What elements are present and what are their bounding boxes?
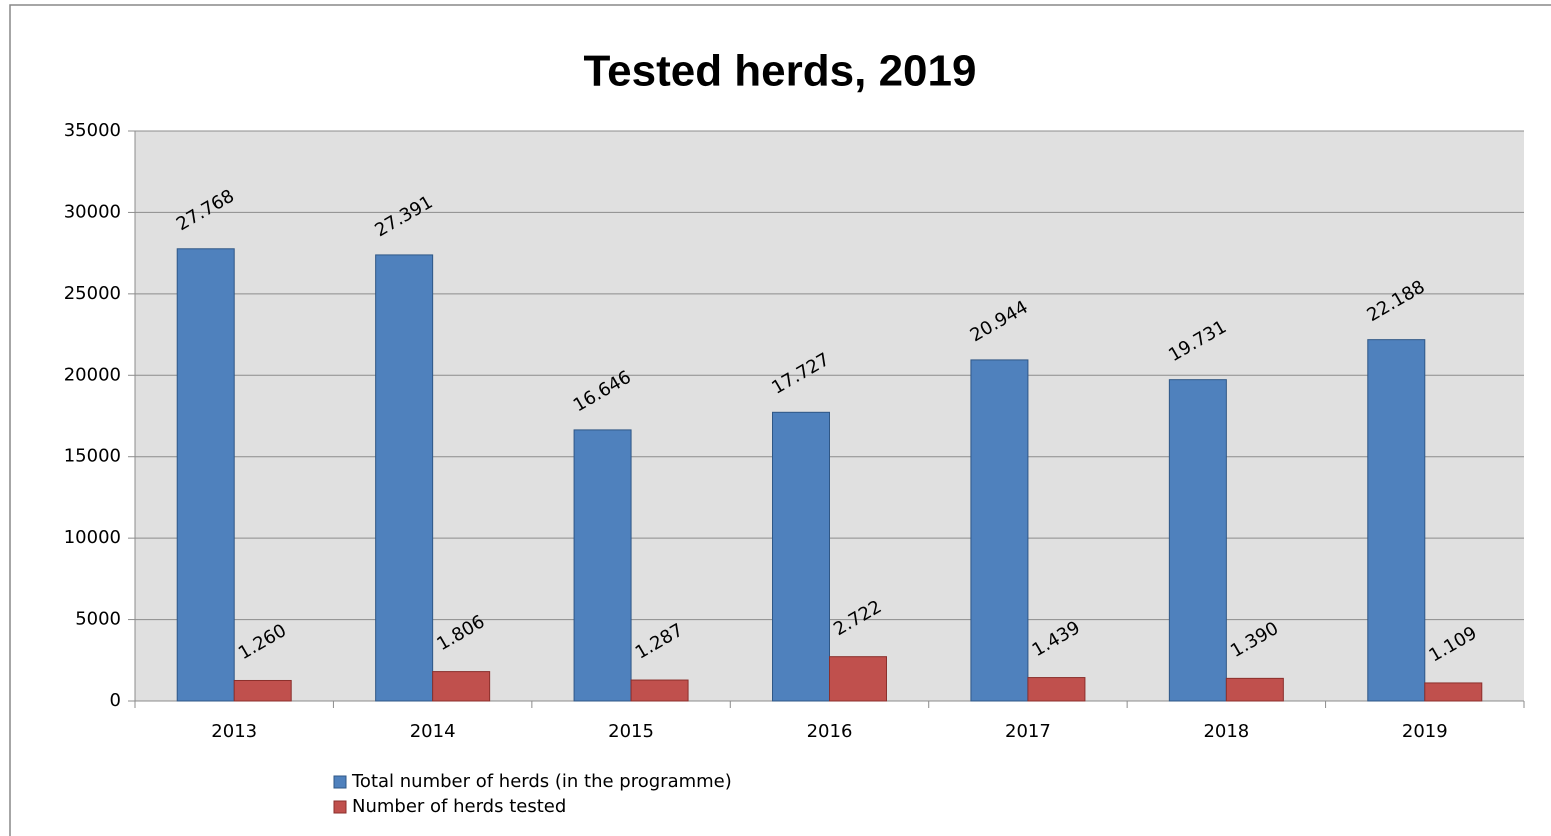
bar	[970, 359, 1029, 702]
bar	[233, 679, 292, 702]
bar	[432, 671, 491, 702]
bar	[1027, 677, 1086, 702]
bar	[375, 254, 434, 702]
bar	[772, 411, 830, 702]
legend-swatch	[333, 800, 347, 814]
y-tick-label: 5000	[75, 609, 121, 630]
bar	[630, 679, 689, 702]
y-tick-label: 20000	[64, 364, 121, 385]
x-tick-label: 2018	[1203, 721, 1249, 742]
x-tick-label: 2017	[1005, 721, 1051, 742]
chart-title: Tested herds, 2019	[584, 47, 977, 96]
bar	[1424, 682, 1483, 702]
y-tick-label: 0	[110, 690, 121, 711]
bar	[1168, 379, 1227, 702]
bar	[573, 429, 632, 702]
x-tick-label: 2019	[1402, 721, 1448, 742]
legend-label: Number of herds tested	[352, 796, 566, 817]
y-tick-label: 10000	[64, 527, 121, 548]
bar	[1225, 677, 1284, 702]
legend-label: Total number of herds (in the programme)	[351, 771, 732, 792]
y-tick-label: 30000	[64, 201, 121, 222]
x-tick-label: 2013	[211, 721, 257, 742]
y-tick-label: 25000	[64, 283, 121, 304]
bar	[829, 656, 887, 702]
y-tick-label: 15000	[64, 446, 121, 467]
legend-swatch	[333, 775, 347, 789]
x-tick-label: 2015	[608, 721, 654, 742]
bar	[1367, 339, 1426, 702]
x-tick-label: 2014	[410, 721, 456, 742]
x-tick-label: 2016	[807, 721, 853, 742]
y-tick-label: 35000	[64, 120, 121, 141]
bar	[176, 248, 235, 702]
